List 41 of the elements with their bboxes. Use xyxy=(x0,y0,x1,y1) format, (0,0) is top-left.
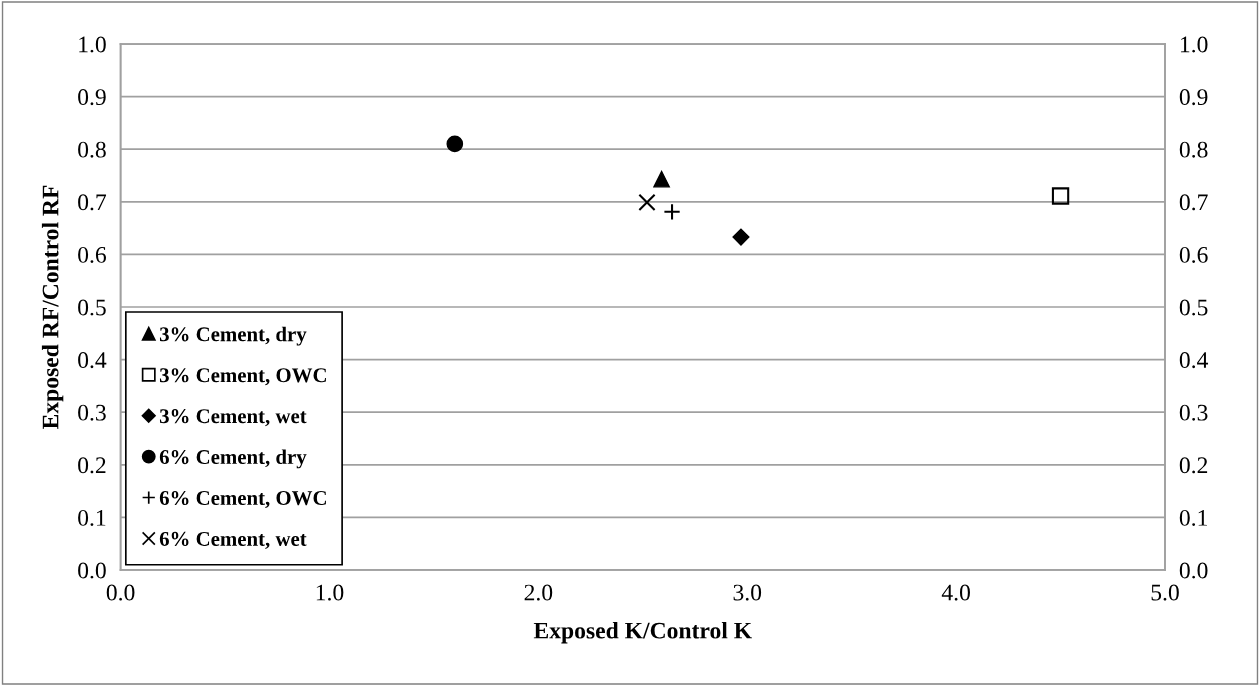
y2-tick-label: 0.5 xyxy=(1179,299,1208,316)
legend-label: 6% Cement, dry xyxy=(159,449,307,469)
y-tick-label: 0.5 xyxy=(78,299,106,316)
point xyxy=(446,135,464,153)
x-tick-label: 0.0 xyxy=(106,584,135,601)
y-tick-label: 0.3 xyxy=(78,404,106,421)
y2-tick-label: 0.0 xyxy=(1179,562,1208,579)
y2-tick-label: 1.0 xyxy=(1180,36,1208,53)
y2-tick-label: 0.6 xyxy=(1179,246,1208,263)
y-tick-label: 0.0 xyxy=(78,562,106,579)
y-tick-label: 0.6 xyxy=(78,246,107,263)
x-tick-label: 1.0 xyxy=(316,584,344,601)
y-tick-label: 0.2 xyxy=(78,457,106,474)
y2-tick-label: 0.2 xyxy=(1179,457,1208,474)
y2-tick-label: 0.8 xyxy=(1179,141,1208,158)
legend-label: 3% Cement, dry xyxy=(159,326,307,346)
x-tick-label: 5.0 xyxy=(1151,584,1179,601)
legend-label: 6% Cement, wet xyxy=(159,531,307,549)
y2-tick-label: 0.7 xyxy=(1179,194,1208,211)
legend-label: 6% Cement, OWC xyxy=(159,490,326,509)
point xyxy=(638,193,656,212)
point xyxy=(653,170,670,188)
point xyxy=(1051,187,1070,205)
y-tick-label: 0.1 xyxy=(78,509,106,526)
y2-tick-label: 0.3 xyxy=(1179,404,1208,421)
y-axis-title: Exposed RF/Control RF xyxy=(41,185,64,430)
y-tick-label: 0.7 xyxy=(78,194,107,211)
point xyxy=(732,228,750,246)
x-tick-label: 4.0 xyxy=(941,584,970,601)
legend-label: 3% Cement, OWC xyxy=(159,368,326,386)
y-tick-label: 0.4 xyxy=(78,352,107,369)
y2-tick-label: 0.4 xyxy=(1179,352,1209,369)
y-tick-label: 0.9 xyxy=(78,89,106,106)
x-tick-label: 3.0 xyxy=(733,584,762,601)
legend-label: 3% Cement, wet xyxy=(159,409,307,427)
y2-tick-label: 0.9 xyxy=(1179,89,1208,106)
y-tick-label: 0.8 xyxy=(78,141,106,158)
x-tick-label: 2.0 xyxy=(524,584,553,601)
y-tick-label: 1.0 xyxy=(79,36,106,53)
x-axis-title: Exposed K/Control K xyxy=(533,621,752,644)
y2-tick-label: 0.1 xyxy=(1179,509,1207,526)
